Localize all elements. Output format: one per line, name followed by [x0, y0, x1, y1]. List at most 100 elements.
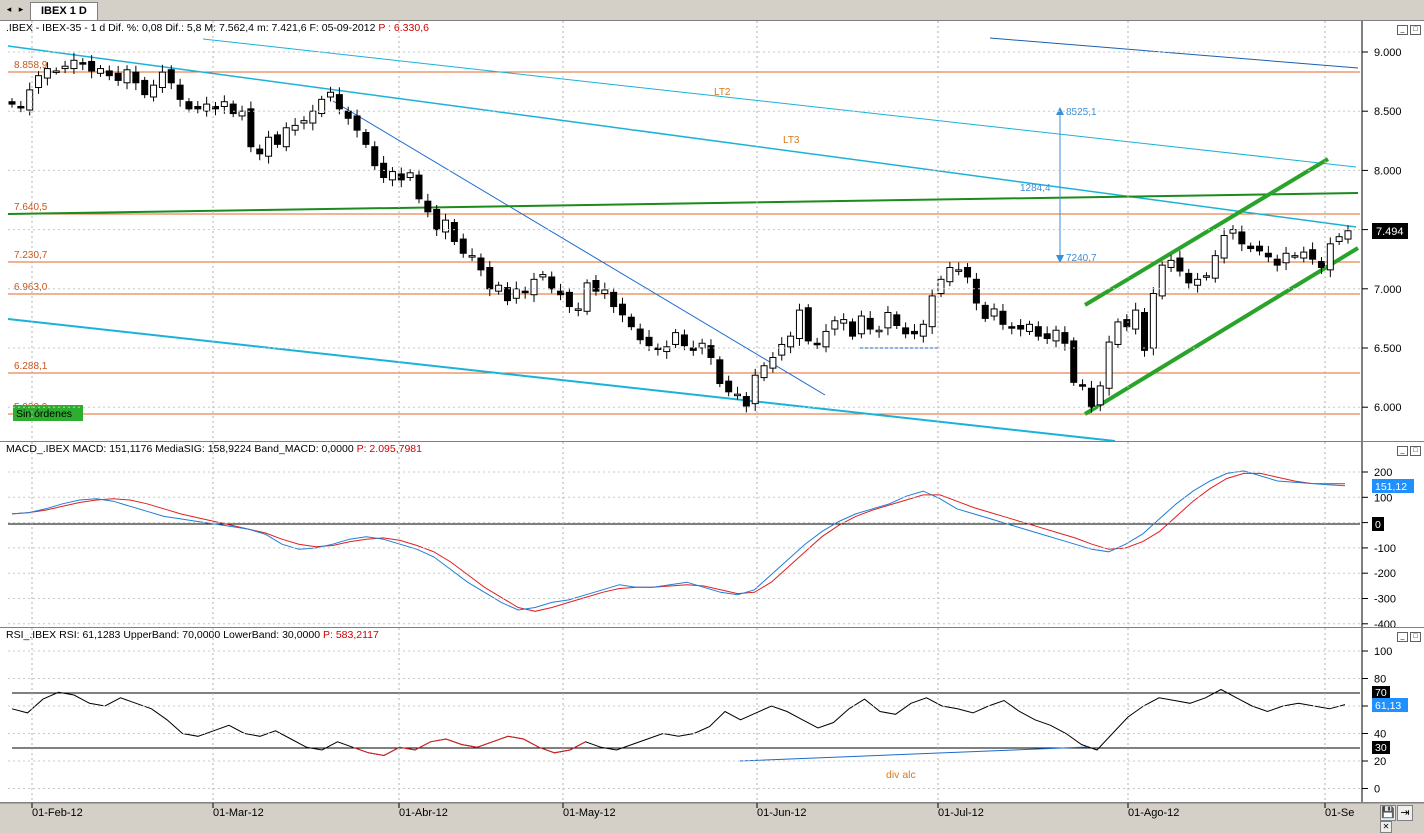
candle-body [17, 105, 25, 109]
macd-header-p: P: 2.095,7981 [356, 443, 422, 455]
candle-body [229, 103, 237, 115]
candle-body [663, 346, 671, 353]
candle-25 [229, 100, 237, 118]
candle-138 [1229, 225, 1237, 240]
order-badge[interactable] [13, 405, 83, 421]
candle-body [972, 278, 980, 304]
candle-body [26, 89, 34, 111]
price-panel[interactable]: .IBEX - IBEX-35 - 1 d Dif. %: 0,08 Dif.:… [0, 20, 1424, 442]
candle-148 [1317, 257, 1325, 274]
save-icon[interactable]: 💾 [1380, 805, 1396, 821]
maximize-icon[interactable]: □ [1410, 446, 1421, 456]
candle-body [194, 105, 202, 110]
candle-47 [424, 193, 432, 218]
candle-body [105, 70, 113, 77]
candle-4 [43, 62, 51, 86]
candle-60 [539, 271, 547, 281]
candle-body [1238, 231, 1246, 245]
macd-chart[interactable]: 200 100 0 -100 -200 -300 -400 151,12 0 [0, 442, 1424, 628]
candle-16 [150, 79, 158, 102]
candle-body [645, 336, 653, 347]
candle-body [627, 316, 635, 328]
candle-117 [1043, 326, 1051, 344]
channel-upper-line[interactable] [1083, 157, 1330, 307]
channel-lower-line[interactable] [1083, 246, 1360, 416]
tab-ibex-daily[interactable]: IBEX 1 D [30, 2, 98, 20]
candle-69 [618, 297, 626, 323]
candle-body [804, 307, 812, 342]
candle-body [61, 65, 69, 70]
candle-100 [893, 311, 901, 330]
candle-12 [114, 65, 122, 86]
y-tick-label-1: 8.500 [1374, 106, 1402, 118]
lt2-label: LT2 [714, 87, 731, 98]
candle-6 [61, 60, 69, 74]
y-tick-label-0: 100 [1374, 646, 1392, 658]
candle-78 [698, 338, 706, 355]
candle-body [1132, 309, 1140, 330]
rsi-divergence-line[interactable] [739, 746, 1089, 762]
measure-arrow[interactable] [1056, 107, 1064, 263]
trendline-green-horizontal[interactable] [7, 192, 1359, 215]
macd-main-line [11, 470, 1346, 611]
tab-scroll-right-icon[interactable]: ▸ [18, 4, 24, 14]
candle-body [1326, 243, 1334, 271]
candle-body [353, 115, 361, 131]
candle-body [866, 317, 874, 330]
candle-122 [1087, 380, 1095, 413]
candle-body [1291, 255, 1299, 258]
candle-70 [627, 313, 635, 331]
candle-104 [928, 289, 936, 335]
target-bottom-label: 7240,7 [1066, 253, 1097, 264]
candle-99 [884, 306, 892, 336]
arrow-icon[interactable]: ⇥ [1397, 805, 1413, 821]
rsi-panel[interactable]: RSI_.IBEX RSI: 61,1283 UpperBand: 70,000… [0, 627, 1424, 803]
trendline-blue-down[interactable] [332, 100, 826, 396]
candle-body [1202, 275, 1210, 278]
candle-body [618, 303, 626, 316]
candle-13 [123, 65, 131, 90]
candle-140 [1247, 242, 1255, 253]
candle-120 [1070, 337, 1078, 386]
candle-body [309, 110, 317, 124]
candle-body [1052, 329, 1060, 342]
candle-145 [1291, 252, 1299, 260]
y-tick-label-3: 40 [1374, 729, 1386, 741]
maximize-icon[interactable]: □ [1410, 632, 1421, 642]
y-tick-label-1: 100 [1374, 492, 1392, 504]
candle-body [707, 345, 715, 358]
candle-body [442, 219, 450, 233]
candle-body [486, 266, 494, 290]
candle-32 [291, 118, 299, 136]
candle-0 [8, 98, 16, 108]
rsi-chart[interactable]: 100806040200 div alc 70 61,13 30 [0, 628, 1424, 803]
candle-body [415, 174, 423, 200]
candle-111 [990, 303, 998, 321]
support-levels [8, 71, 1360, 415]
price-chart[interactable]: 8.858,9 7.640,5 7.230,7 6.963,0 6.288,1 … [0, 21, 1424, 442]
candle-95 [849, 318, 857, 340]
minimize-icon[interactable]: _ [1397, 25, 1408, 35]
maximize-icon[interactable]: □ [1410, 25, 1421, 35]
candle-108 [964, 262, 972, 284]
trendline-lt2[interactable] [202, 38, 1357, 168]
candle-132 [1176, 250, 1184, 277]
candle-body [1141, 311, 1149, 351]
macd-panel[interactable]: MACD_.IBEX MACD: 151,1176 MediaSIG: 158,… [0, 441, 1424, 628]
trendline-cyan-lower[interactable] [7, 318, 1116, 442]
candle-45 [406, 169, 414, 182]
trendline-cyan-upper[interactable] [7, 45, 1357, 228]
trendline-top-right[interactable] [989, 37, 1359, 69]
price-header-text: .IBEX - IBEX-35 - 1 d Dif. %: 0,08 Dif.:… [6, 22, 376, 34]
tab-scroll-left-icon[interactable]: ◂ [6, 4, 12, 14]
candle-body [875, 329, 883, 333]
candle-57 [512, 281, 520, 304]
y-tick-label-5: -300 [1374, 594, 1396, 606]
candle-body [725, 380, 733, 393]
minimize-icon[interactable]: _ [1397, 632, 1408, 642]
close-icon[interactable]: ✕ [1380, 821, 1392, 833]
minimize-icon[interactable]: _ [1397, 446, 1408, 456]
candle-107 [955, 262, 963, 276]
time-axis-bar[interactable]: 01-Feb-12 01-Mar-12 01-Abr-12 01-May-12 01-J… [0, 802, 1424, 833]
